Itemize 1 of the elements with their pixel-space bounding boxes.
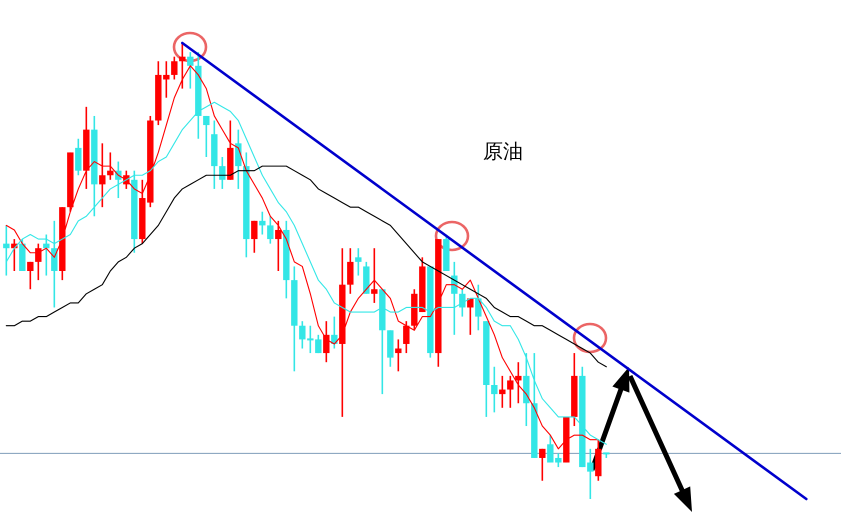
- annotation: 原油: [483, 141, 523, 163]
